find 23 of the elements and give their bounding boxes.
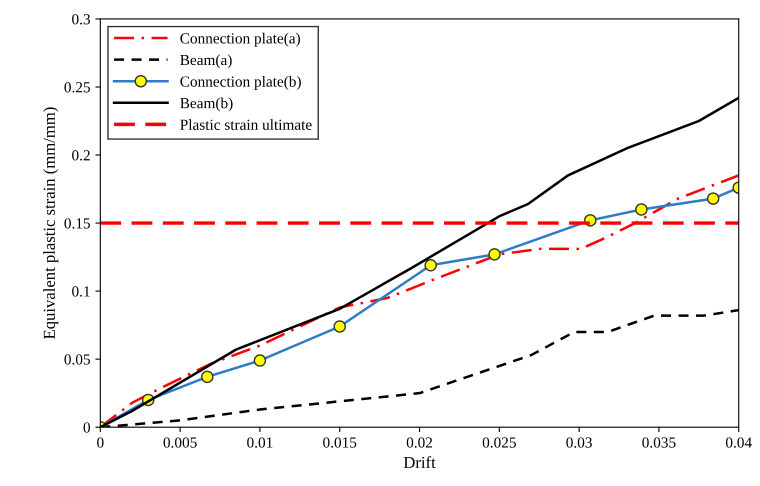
x-tick-label: 0.025 — [482, 437, 516, 448]
x-tick-label: 0.005 — [164, 437, 197, 448]
y-tick-label: 0.05 — [64, 354, 90, 365]
legend-label: Beam(a) — [180, 54, 232, 68]
y-tick-label: 0.25 — [64, 82, 90, 93]
legend-label: Connection plate(a) — [180, 32, 300, 47]
x-tick-label: 0.02 — [406, 437, 432, 448]
x-axis-title: Drift — [404, 456, 436, 468]
y-tick-label: 0.1 — [72, 286, 90, 297]
x-tick-label: 0.035 — [642, 437, 676, 448]
y-tick-label: 0.15 — [64, 218, 90, 229]
x-tick-label: 0.03 — [566, 437, 592, 448]
x-tick-label: 0.04 — [726, 437, 752, 448]
x-tick-label: 0.015 — [323, 437, 356, 448]
y-axis-title: Equivalent plastic strain (mm/mm) — [43, 107, 58, 340]
y-tick-label: 0.3 — [72, 14, 90, 24]
legend-label: Plastic strain ultimate — [180, 119, 312, 130]
y-tick-label: 0 — [84, 422, 90, 433]
x-tick-label: 0 — [97, 437, 104, 448]
legend-label: Beam(b) — [180, 98, 233, 112]
legend-label: Connection plate(b) — [180, 76, 301, 90]
y-tick-label: 0.2 — [72, 150, 90, 161]
x-tick-label: 0.01 — [247, 437, 272, 448]
